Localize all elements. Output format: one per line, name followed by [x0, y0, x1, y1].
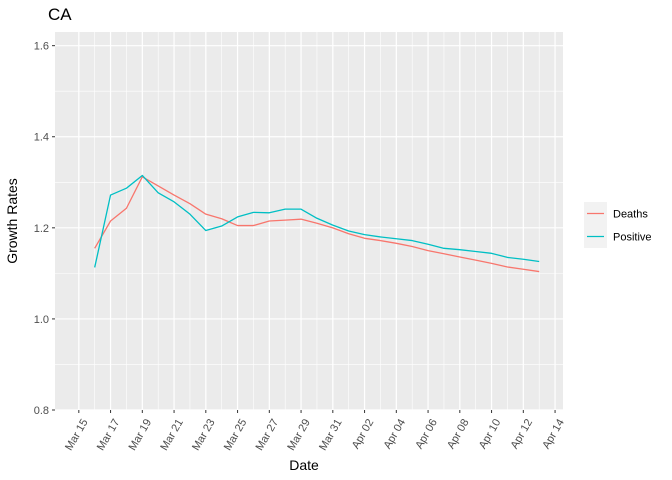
series-line-deaths	[94, 176, 540, 273]
x-axis-title: Date	[289, 457, 319, 473]
y-axis: 0.8 1.0 1.2 1.4 1.6	[34, 41, 55, 417]
chart-title: CA	[48, 5, 72, 24]
legend: Deaths Positive	[584, 202, 652, 248]
series-lines	[94, 174, 540, 273]
y-tick-label: 1.2	[34, 223, 49, 235]
y-tick-label: 1.4	[34, 132, 49, 144]
y-tick-label: 1.0	[34, 314, 49, 326]
grid	[55, 32, 563, 411]
series-line-positive	[94, 174, 540, 268]
y-tick-label: 0.8	[34, 405, 49, 417]
legend-label: Deaths	[613, 209, 648, 221]
y-axis-title: Growth Rates	[4, 178, 20, 264]
legend-label: Positive	[613, 232, 652, 244]
y-tick-label: 1.6	[34, 41, 49, 53]
